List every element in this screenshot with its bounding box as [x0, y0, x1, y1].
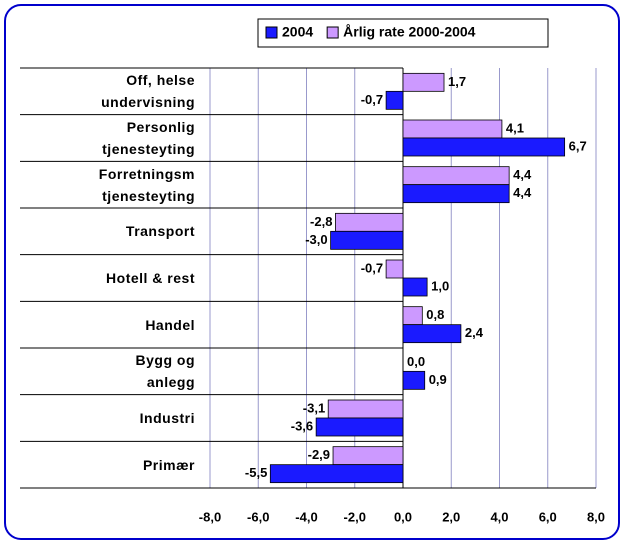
category-label: Forretningsm tjenesteyting [98, 165, 195, 204]
value-label: -5,5 [245, 465, 267, 480]
value-label: -3,1 [303, 400, 325, 415]
value-label: -0,7 [361, 260, 383, 275]
category-label: Hotell & rest [106, 270, 195, 286]
x-tick-label: 2,0 [442, 509, 460, 524]
bar [402, 137, 566, 157]
legend-box [257, 18, 549, 48]
bar [402, 184, 510, 204]
category-label: Primær [142, 456, 195, 473]
category-label: Industri [139, 410, 195, 426]
value-label: -3,6 [291, 418, 313, 433]
legend-swatch [326, 26, 339, 39]
bar [332, 446, 404, 466]
value-label: 4,1 [506, 120, 524, 135]
bar [269, 464, 404, 484]
x-tick-label: 6,0 [539, 509, 557, 524]
bar [402, 324, 462, 344]
x-tick-label: -8,0 [199, 509, 221, 524]
x-tick-label: 8,0 [587, 509, 605, 524]
value-label: 4,4 [513, 167, 532, 182]
bar [402, 277, 428, 297]
value-label: -2,8 [310, 214, 332, 229]
category-label: Personlig tjenesteyting [102, 119, 195, 157]
bar [402, 166, 510, 186]
value-label: 6,7 [569, 138, 587, 153]
value-label: -2,9 [308, 447, 330, 462]
legend-swatch [265, 26, 278, 39]
value-label: 4,4 [513, 185, 532, 200]
bar [385, 90, 404, 110]
value-label: 2,4 [465, 325, 484, 340]
value-label: 0,0 [407, 354, 425, 369]
x-tick-label: 4,0 [490, 509, 508, 524]
value-label: -3,0 [305, 232, 327, 247]
x-tick-label: -6,0 [247, 509, 269, 524]
bar [385, 259, 404, 279]
category-label: Off, helse undervisning [101, 72, 195, 111]
bar [315, 417, 404, 437]
bar [402, 370, 426, 390]
bar [335, 212, 404, 232]
legend-label: Årlig rate 2000-2004 [343, 24, 476, 40]
legend-label: 2004 [282, 24, 313, 40]
x-tick-label: -2,0 [344, 509, 366, 524]
value-label: 1,0 [431, 278, 449, 293]
value-label: 1,7 [448, 74, 466, 89]
bar [402, 72, 445, 92]
bar [327, 399, 404, 419]
bar [402, 306, 423, 326]
category-label: Transport [125, 223, 195, 240]
category-label: Bygg og anlegg [135, 352, 195, 391]
x-tick-label: 0,0 [394, 509, 412, 524]
value-label: -0,7 [361, 92, 383, 107]
x-tick-label: -4,0 [295, 509, 317, 524]
category-label: Handel [145, 316, 195, 333]
value-label: 0,9 [429, 372, 447, 387]
value-label: 0,8 [426, 307, 444, 322]
bar [330, 230, 404, 250]
bar [402, 119, 503, 139]
